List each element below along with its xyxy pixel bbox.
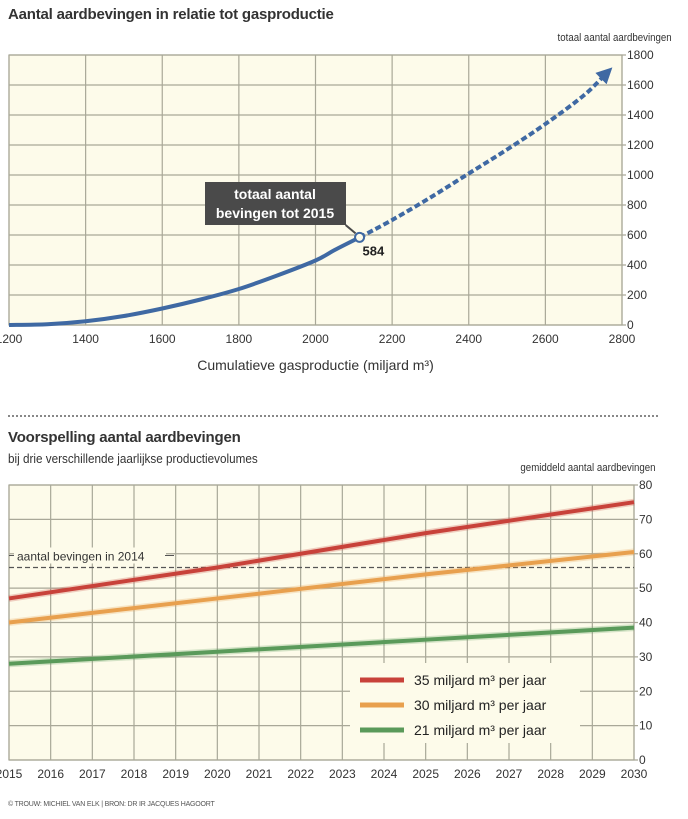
chart2-ytick-label: 0 xyxy=(639,753,646,767)
chart1-ytick-label: 1800 xyxy=(627,48,654,62)
chart2-reference-label: aantal bevingen in 2014 xyxy=(17,550,145,564)
chart2-ytick-label: 10 xyxy=(639,719,653,733)
chart1-ytick-label: 200 xyxy=(627,288,647,302)
chart2-legend-label-2: 21 miljard m³ per jaar xyxy=(414,722,547,738)
chart1-xtick-label: 2400 xyxy=(455,332,482,346)
chart1-annotation-text-line2: bevingen tot 2015 xyxy=(216,205,334,221)
chart1-ytick-label: 0 xyxy=(627,318,634,332)
chart2-xtick-label: 2017 xyxy=(79,767,106,781)
chart2-ytick-label: 30 xyxy=(639,650,653,664)
chart1-ytick-label: 1600 xyxy=(627,78,654,92)
section-divider xyxy=(8,415,658,417)
chart2-xtick-label: 2026 xyxy=(454,767,481,781)
chart2-legend: 35 miljard m³ per jaar 30 miljard m³ per … xyxy=(350,663,580,743)
chart2-ytick-label: 70 xyxy=(639,512,653,526)
chart2-ylabel: gemiddeld aantal aardbevingen xyxy=(520,462,656,474)
chart1-series-measured-line xyxy=(8,235,361,327)
chart2-xtick-label: 2027 xyxy=(496,767,523,781)
chart2-series-line-2 xyxy=(8,625,635,666)
chart2-ytick-label: 80 xyxy=(639,478,653,492)
chart1-series-forecast-line xyxy=(358,67,613,240)
chart1-annotation-pointer xyxy=(344,224,357,235)
chart1-xtick-label: 1800 xyxy=(226,332,253,346)
chart1-ytick-label: 800 xyxy=(627,198,647,212)
chart1-annotation-box xyxy=(205,182,346,225)
chart1-value-label: 584 xyxy=(363,243,385,258)
chart2-xtick-label: 2016 xyxy=(37,767,64,781)
chart2-xtick-label: 2021 xyxy=(246,767,273,781)
chart2-xtick-label: 2029 xyxy=(579,767,606,781)
chart1-annotation-callout: totaal aantal bevingen tot 2015 xyxy=(205,182,357,235)
chart2-subtitle: bij drie verschillende jaarlijkse produc… xyxy=(8,451,258,466)
chart1-xtick-label: 1200 xyxy=(0,332,23,346)
chart2-xtick-label: 2022 xyxy=(287,767,314,781)
chart2-xtick-label: 2024 xyxy=(371,767,398,781)
chart2-ytick-label: 40 xyxy=(639,616,653,630)
chart1-ytick-label: 1400 xyxy=(627,108,654,122)
chart1-xtick-label: 2200 xyxy=(379,332,406,346)
chart1-xtick-label: 1600 xyxy=(149,332,176,346)
credit-text: © TROUW: MICHIEL VAN ELK | BRON: DR IR J… xyxy=(8,801,215,808)
chart1-annotation-text-line1: totaal aantal xyxy=(234,186,316,202)
chart2-legend-label-0: 35 miljard m³ per jaar xyxy=(414,672,547,688)
chart2-xtick-label: 2018 xyxy=(121,767,148,781)
chart2-reference-label-bg xyxy=(14,547,166,564)
chart2-xtick-label: 2025 xyxy=(412,767,439,781)
chart1-ylabel: totaal aantal aardbevingen xyxy=(557,32,672,44)
chart1-xtick-label: 2000 xyxy=(302,332,329,346)
chart2-title: Voorspelling aantal aardbevingen xyxy=(8,429,241,446)
chart2-series-line-1 xyxy=(8,550,635,625)
chart2-xtick-label: 2019 xyxy=(162,767,189,781)
chart1-ytick-label: 600 xyxy=(627,228,647,242)
chart1-marker-2015 xyxy=(354,231,366,243)
chart1-ytick-label: 1200 xyxy=(627,138,654,152)
chart2-ytick-label: 50 xyxy=(639,581,653,595)
chart2-xtick-label: 2030 xyxy=(621,767,648,781)
chart2-ytick-label: 20 xyxy=(639,684,653,698)
chart2-legend-label-1: 30 miljard m³ per jaar xyxy=(414,697,547,713)
chart2-ytick-label: 60 xyxy=(639,547,653,561)
chart2-series-line-0 xyxy=(8,500,635,601)
chart1-ytick-label: 400 xyxy=(627,258,647,272)
chart1-ytick-label: 1000 xyxy=(627,168,654,182)
chart1-xtick-label: 2600 xyxy=(532,332,559,346)
chart2-xtick-label: 2023 xyxy=(329,767,356,781)
chart1-title: Aantal aardbevingen in relatie tot gaspr… xyxy=(8,6,334,23)
chart1-xlabel: Cumulatieve gasproductie (miljard m³) xyxy=(197,357,434,373)
chart1-xtick-label: 2800 xyxy=(609,332,636,346)
chart2-xtick-label: 2015 xyxy=(0,767,23,781)
chart1-xtick-label: 1400 xyxy=(72,332,99,346)
chart2-xtick-label: 2020 xyxy=(204,767,231,781)
chart2-xtick-label: 2028 xyxy=(537,767,564,781)
